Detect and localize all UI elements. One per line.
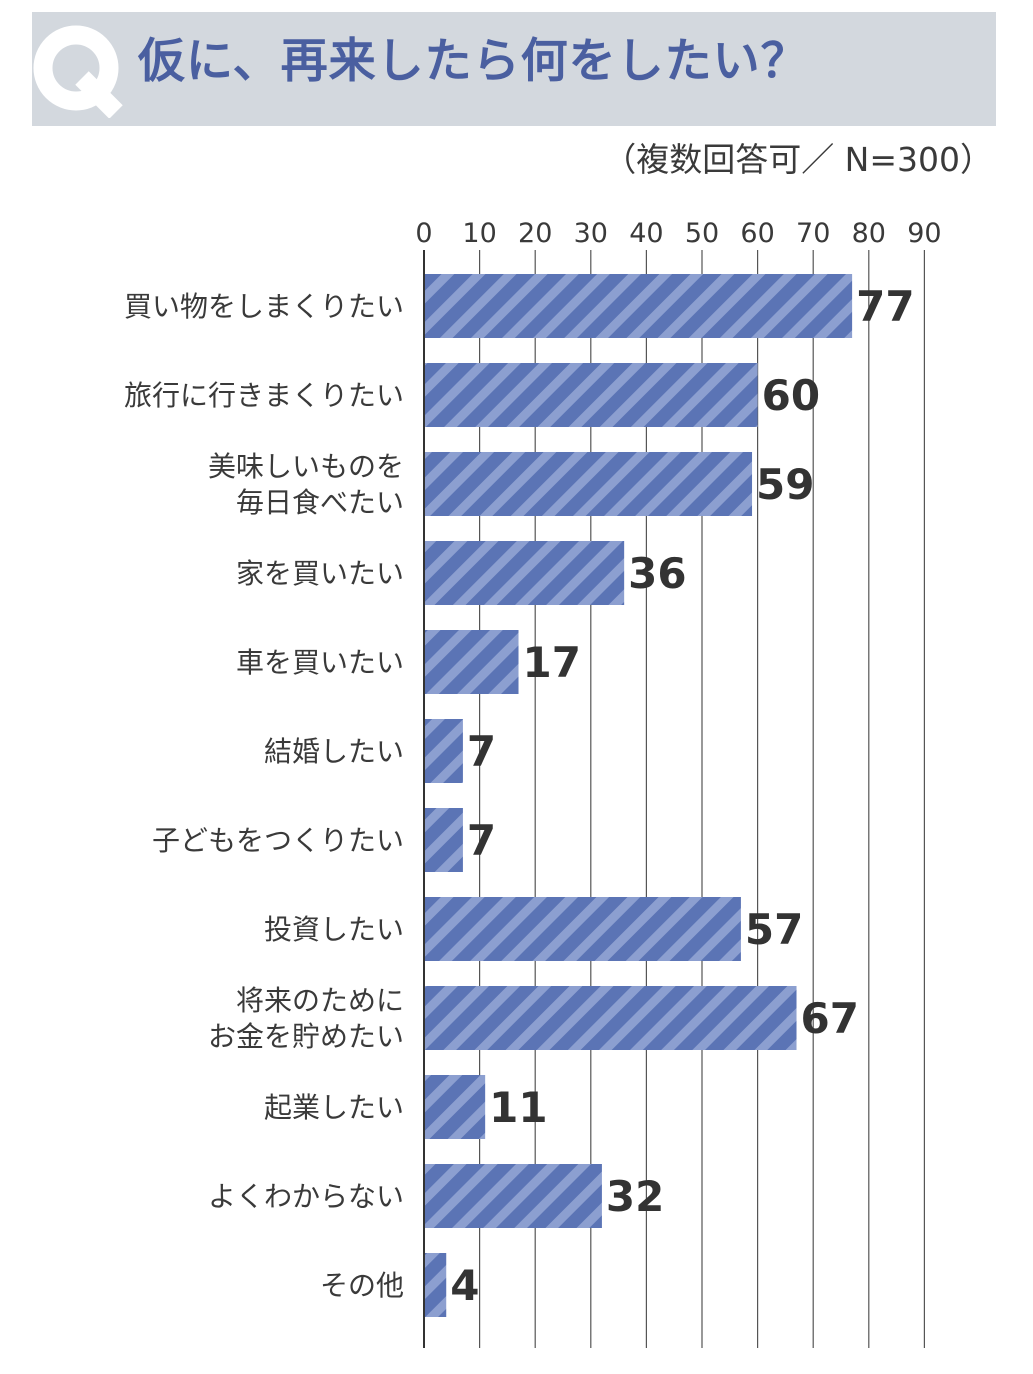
bar-12 <box>424 1253 447 1317</box>
value-label-5: 17 <box>523 638 581 687</box>
bar-5 <box>424 630 519 694</box>
category-labels: 買い物をしまくりたい旅行に行きまくりたい美味しいものを毎日食べたい家を買いたい車… <box>124 290 404 1302</box>
bar-3 <box>424 452 753 516</box>
x-tick-label-60: 60 <box>740 218 774 249</box>
category-label-8: 投資したい <box>264 913 404 946</box>
category-label-5: 車を買いたい <box>236 646 404 679</box>
bar-1 <box>424 274 853 338</box>
category-label-11: よくわからない <box>208 1180 404 1213</box>
x-tick-label-40: 40 <box>629 218 663 249</box>
category-label-9-line-1: 将来のために <box>236 984 404 1017</box>
value-label-1: 77 <box>856 282 914 331</box>
x-tick-label-80: 80 <box>852 218 886 249</box>
bar-4 <box>424 541 625 605</box>
bar-10 <box>424 1075 486 1139</box>
bars <box>424 274 853 1317</box>
category-label-4: 家を買いたい <box>236 557 404 590</box>
category-label-3-line-1: 美味しいものを <box>208 450 404 483</box>
bar-2 <box>424 363 758 427</box>
category-label-7: 子どもをつくりたい <box>152 824 404 857</box>
x-tick-label-30: 30 <box>574 218 608 249</box>
category-label-10: 起業したい <box>264 1091 404 1124</box>
x-tick-label-0: 0 <box>415 218 432 249</box>
category-label-2: 旅行に行きまくりたい <box>124 379 404 412</box>
category-label-9-line-2: お金を貯めたい <box>208 1020 404 1053</box>
value-label-9: 67 <box>801 994 859 1043</box>
value-label-8: 57 <box>745 905 803 954</box>
value-label-12: 4 <box>450 1261 479 1310</box>
bar-7 <box>424 808 463 872</box>
value-label-6: 7 <box>467 727 496 776</box>
bar-11 <box>424 1164 602 1228</box>
x-tick-labels: 0 10 20 30 40 50 60 70 80 90 <box>415 218 941 249</box>
x-tick-label-10: 10 <box>462 218 496 249</box>
value-label-11: 32 <box>606 1172 664 1221</box>
x-tick-label-20: 20 <box>518 218 552 249</box>
x-tick-label-90: 90 <box>907 218 941 249</box>
category-label-1: 買い物をしまくりたい <box>124 290 404 323</box>
q-icon <box>33 25 123 118</box>
x-tick-label-50: 50 <box>685 218 719 249</box>
bar-8 <box>424 897 741 961</box>
category-label-12: その他 <box>320 1269 404 1302</box>
header-band <box>32 12 996 126</box>
value-label-10: 11 <box>489 1083 547 1132</box>
value-label-4: 36 <box>628 549 686 598</box>
value-label-7: 7 <box>467 816 496 865</box>
chart-subtitle: （複数回答可／ N=300） <box>603 140 993 179</box>
value-label-3: 59 <box>756 460 814 509</box>
bar-6 <box>424 719 463 783</box>
chart-title: 仮に、再来したら何をしたい？ <box>138 34 809 89</box>
bar-9 <box>424 986 797 1050</box>
category-label-6: 結婚したい <box>264 735 404 768</box>
category-label-3-line-2: 毎日食べたい <box>236 486 404 519</box>
value-label-2: 60 <box>762 371 820 420</box>
x-tick-label-70: 70 <box>796 218 830 249</box>
